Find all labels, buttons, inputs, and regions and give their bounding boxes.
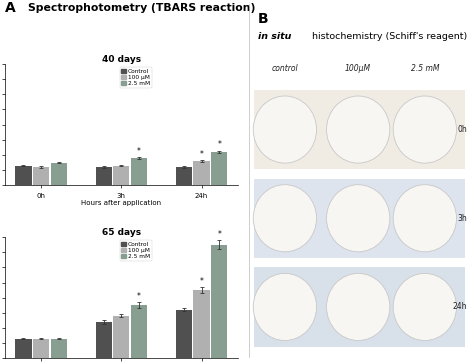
Text: A: A [5, 1, 16, 15]
Text: *: * [137, 292, 141, 301]
Ellipse shape [393, 96, 456, 163]
Bar [193, 161, 210, 185]
Bar [131, 158, 147, 185]
FancyBboxPatch shape [254, 178, 465, 258]
Bar [131, 305, 147, 358]
Bar [96, 167, 112, 185]
Text: *: * [200, 277, 203, 286]
Text: Spectrophotometry (TBARS reaction): Spectrophotometry (TBARS reaction) [28, 3, 255, 13]
Bar [176, 310, 192, 358]
Ellipse shape [253, 96, 317, 163]
Title: 65 days: 65 days [102, 228, 141, 237]
Bar [113, 165, 129, 185]
Text: 2.5 mM: 2.5 mM [410, 64, 439, 73]
Text: *: * [218, 230, 221, 239]
Bar [33, 339, 49, 358]
Title: 40 days: 40 days [102, 55, 141, 64]
Ellipse shape [327, 273, 390, 341]
Bar [51, 163, 67, 185]
Bar [211, 152, 228, 185]
Text: histochemistry (Schiff's reagent): histochemistry (Schiff's reagent) [310, 32, 467, 41]
Bar [15, 165, 32, 185]
Text: 24h: 24h [453, 302, 467, 311]
FancyBboxPatch shape [254, 90, 465, 169]
Bar [15, 339, 32, 358]
Text: 100μM: 100μM [345, 64, 371, 73]
Text: control: control [272, 64, 298, 73]
Text: 0h: 0h [457, 125, 467, 134]
Bar [193, 290, 210, 358]
Legend: Control, 100 μM, 2.5 mM: Control, 100 μM, 2.5 mM [119, 67, 152, 88]
Ellipse shape [253, 185, 317, 252]
Bar [51, 339, 67, 358]
Ellipse shape [327, 96, 390, 163]
Bar [211, 245, 228, 358]
X-axis label: Hours after application: Hours after application [82, 200, 162, 206]
Ellipse shape [327, 185, 390, 252]
Ellipse shape [393, 185, 456, 252]
Text: 3h: 3h [457, 214, 467, 223]
Bar [113, 316, 129, 358]
Text: *: * [200, 150, 203, 159]
Text: in situ: in situ [258, 32, 292, 41]
Bar [33, 167, 49, 185]
Text: *: * [137, 147, 141, 156]
Bar [176, 167, 192, 185]
Text: B: B [258, 13, 269, 26]
Text: *: * [218, 140, 221, 150]
Ellipse shape [253, 273, 317, 341]
Legend: Control, 100 μM, 2.5 mM: Control, 100 μM, 2.5 mM [119, 240, 152, 261]
FancyBboxPatch shape [254, 267, 465, 346]
Ellipse shape [393, 273, 456, 341]
Bar [96, 322, 112, 358]
